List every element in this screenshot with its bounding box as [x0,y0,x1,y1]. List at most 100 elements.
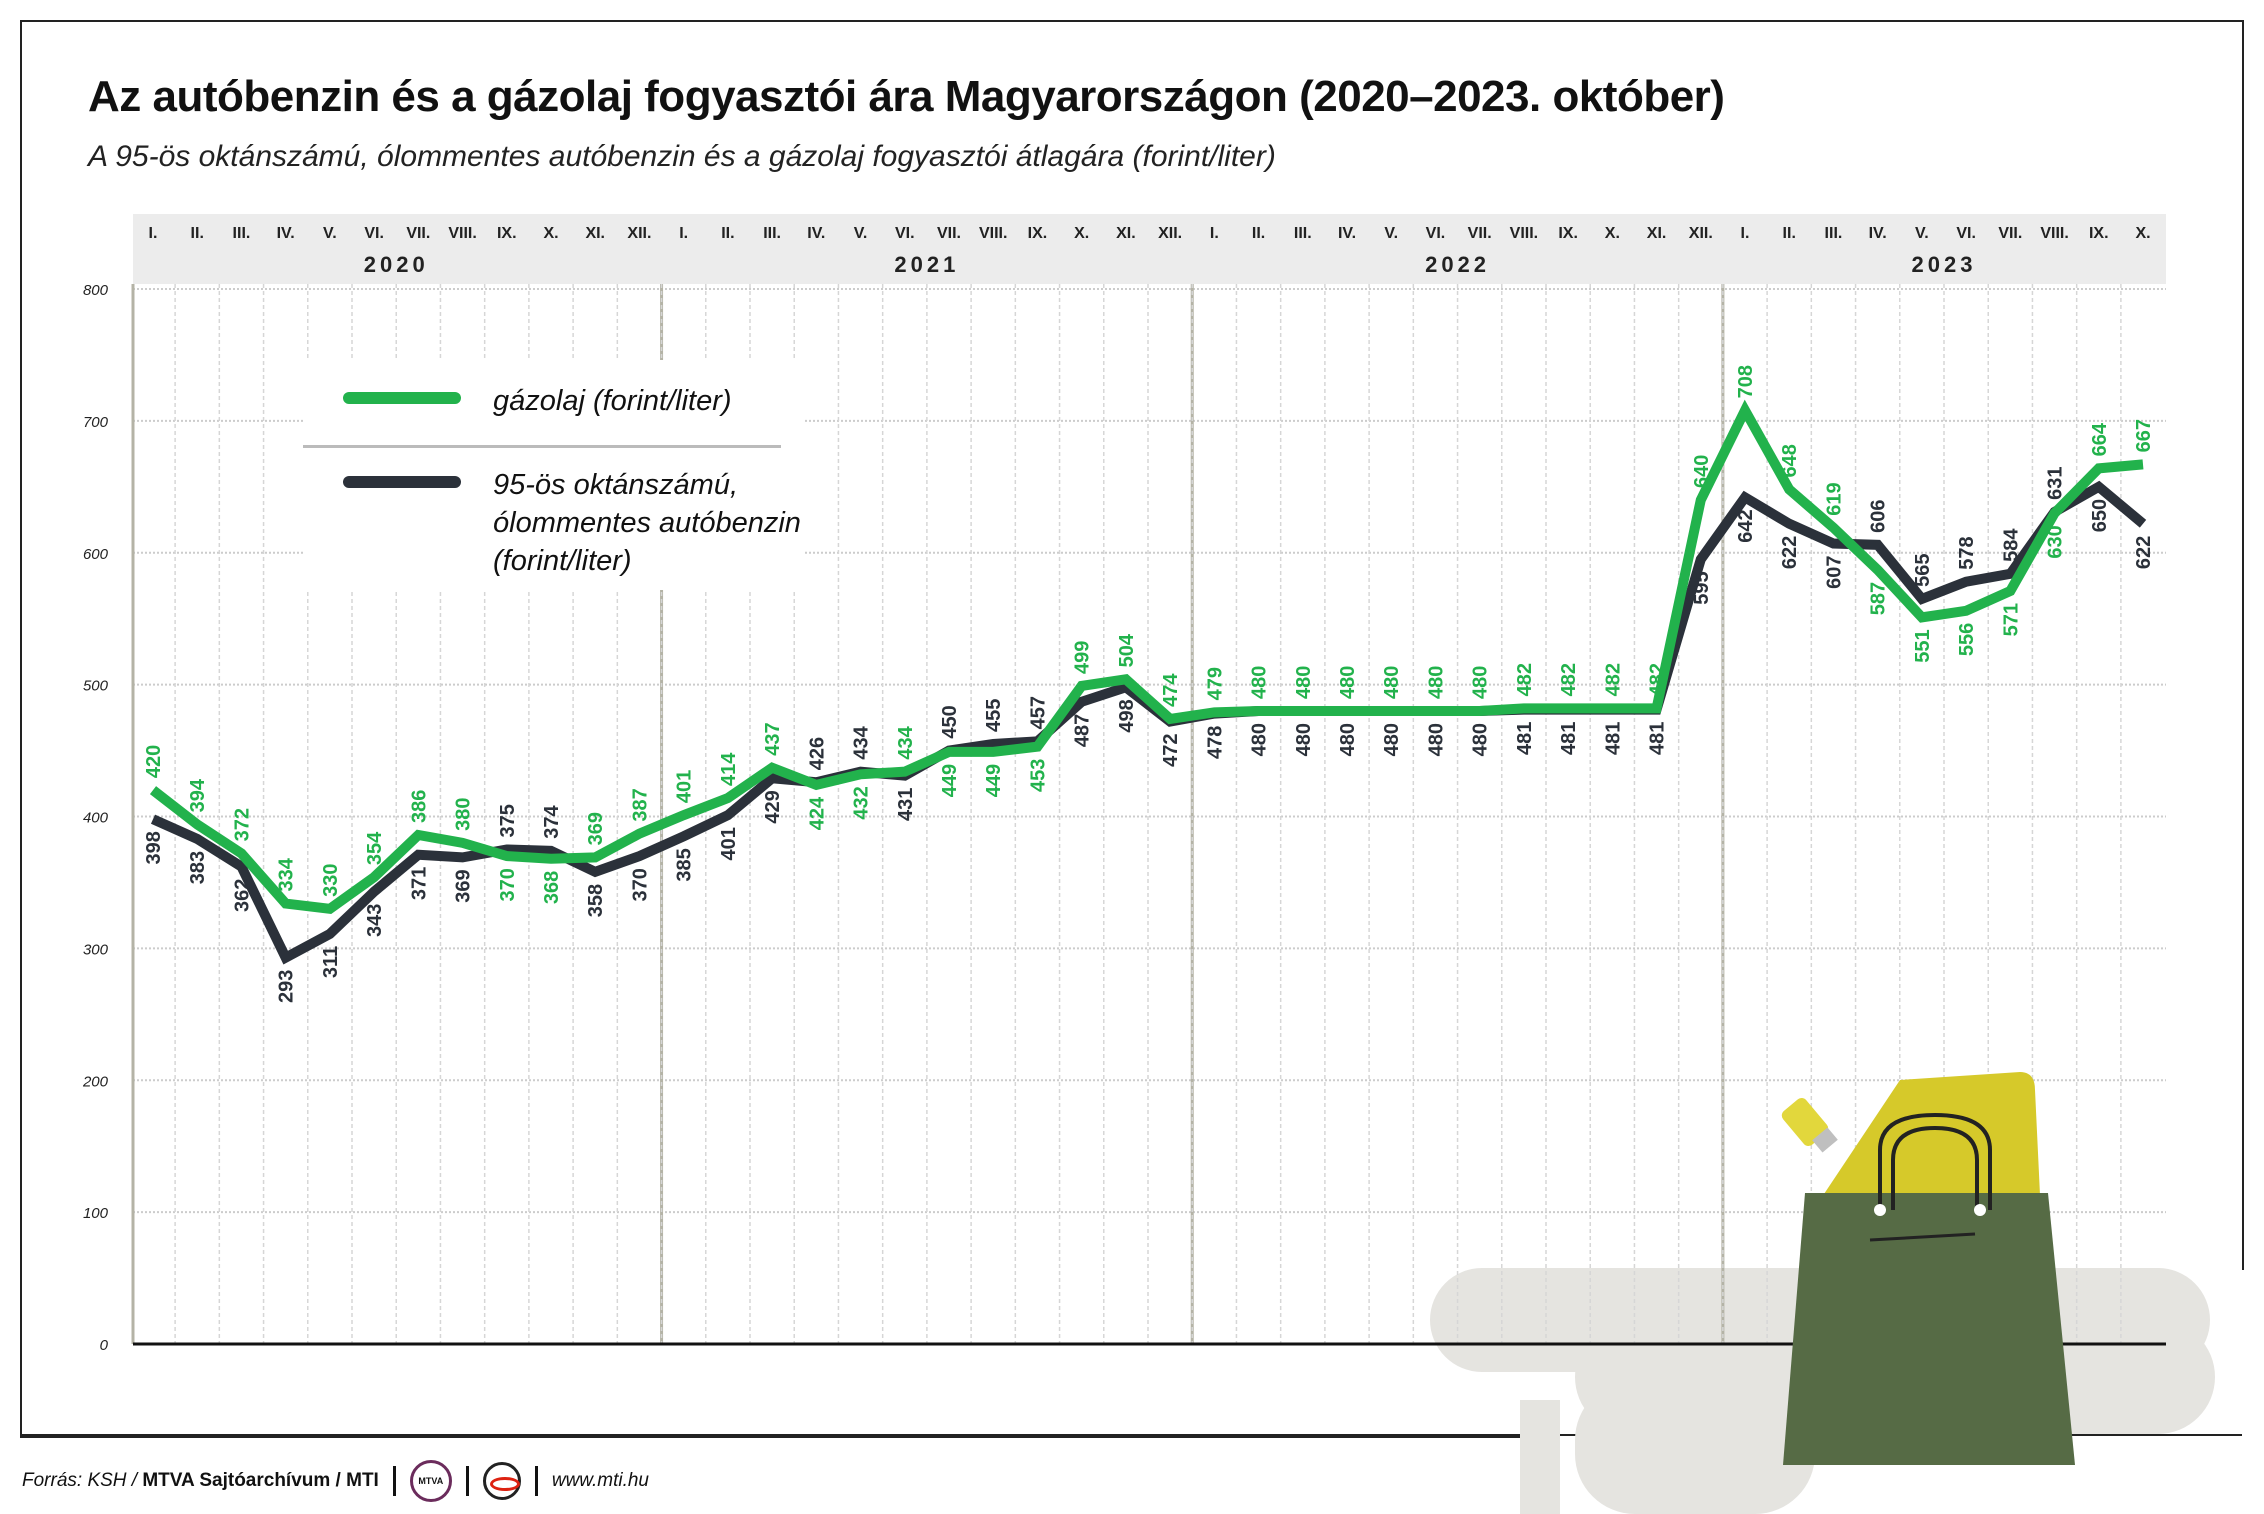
data-label-petrol: 358 [585,884,607,917]
y-tick-label: 200 [82,1073,109,1090]
month-label: VII. [1468,225,1492,242]
month-label: VIII. [448,225,476,242]
data-label-petrol: 374 [541,805,563,839]
year-label: 2022 [1425,252,1490,277]
data-label-diesel: 648 [1779,444,1801,477]
source-prefix: Forrás: KSH / [22,1470,143,1491]
data-label-petrol: 642 [1735,509,1757,542]
month-label: VII. [1998,225,2022,242]
frame [20,20,2242,1436]
month-label: XI. [585,225,605,242]
data-label-petrol: 450 [939,705,961,738]
data-label-petrol: 481 [1602,722,1624,755]
data-label-diesel: 432 [851,786,873,819]
data-label-diesel: 551 [1912,629,1934,662]
series-line-diesel [149,399,2144,915]
data-label-diesel: 414 [718,752,740,786]
legend-divider [303,445,781,448]
data-label-petrol: 565 [1912,554,1934,587]
data-label-petrol: 607 [1823,556,1845,589]
chart-subtitle: A 95-ös oktánszámú, ólommentes autóbenzi… [88,140,1276,173]
data-label-petrol: 401 [718,827,740,860]
data-label-petrol: 343 [364,904,386,937]
month-label: II. [721,225,734,242]
data-label-petrol: 472 [1160,734,1182,767]
month-label: XII. [1158,225,1182,242]
data-label-diesel: 334 [276,857,298,891]
data-label-petrol: 481 [1514,722,1536,755]
y-tick-label: 600 [83,546,109,563]
footer: Forrás: KSH / MTVA Sajtóarchívum / MTI M… [22,1460,649,1502]
month-label: IV. [807,225,825,242]
data-label-petrol: 622 [1779,536,1801,569]
month-label: VIII. [1510,225,1538,242]
data-label-diesel: 437 [762,722,784,755]
month-label: IX. [1028,225,1048,242]
month-label: IX. [2089,225,2109,242]
data-label-petrol: 383 [187,851,209,884]
chart-title: Az autóbenzin és a gázolaj fogyasztói ár… [88,72,1725,121]
month-label: III. [1825,225,1843,242]
month-label: II. [191,225,204,242]
data-label-diesel: 556 [1956,623,1978,656]
data-label-petrol: 431 [895,788,917,821]
data-label-petrol: 631 [2045,466,2067,499]
month-label: VII. [937,225,961,242]
data-label-petrol: 375 [497,804,519,837]
data-label-petrol: 457 [1027,696,1049,729]
month-label: VI. [895,225,915,242]
legend-label-diesel: gázolaj (forint/liter) [493,385,732,417]
month-label: XI. [1116,225,1136,242]
y-tick-label: 300 [83,941,109,958]
month-label: II. [1252,225,1265,242]
data-label-diesel: 619 [1823,482,1845,515]
data-label-diesel: 571 [2000,603,2022,636]
data-label-petrol: 595 [1691,571,1713,604]
data-label-petrol: 370 [629,868,651,901]
data-label-diesel: 504 [1116,633,1138,667]
data-label-diesel: 479 [1204,667,1226,700]
month-label: III. [763,225,781,242]
month-label: I. [1210,225,1219,242]
month-label: I. [679,225,688,242]
url-link[interactable]: www.mti.hu [551,1470,649,1491]
mti-logo-icon [482,1462,521,1500]
source-text: Forrás: KSH / MTVA Sajtóarchívum / MTI [22,1470,379,1492]
data-label-petrol: 293 [276,970,298,1003]
month-label: XII. [1689,225,1713,242]
data-label-petrol: 487 [1072,714,1094,747]
data-label-diesel: 372 [231,808,253,841]
month-label: X. [2135,225,2150,242]
month-label: III. [233,225,251,242]
month-label: V. [1915,225,1929,242]
year-label: 2023 [1912,252,1977,277]
separator [534,1466,538,1496]
legend-label-petrol: 95-ös oktánszámú, ólommentes autóbenzin … [493,466,801,580]
data-label-petrol: 478 [1204,726,1226,759]
y-tick-label: 700 [83,414,109,431]
data-label-diesel: 394 [187,778,209,812]
data-label-petrol: 426 [806,737,828,770]
data-label-petrol: 481 [1647,722,1669,755]
data-label-diesel: 664 [2089,422,2111,456]
data-label-diesel: 420 [143,745,165,778]
data-label-diesel: 369 [585,812,607,845]
month-label: I. [1741,225,1750,242]
data-label-petrol: 429 [762,790,784,823]
data-label-diesel: 380 [453,798,475,831]
y-tick-label: 500 [83,678,109,695]
month-label: VIII. [2040,225,2068,242]
month-label: VI. [364,225,384,242]
data-label-petrol: 498 [1116,699,1138,732]
data-label-diesel: 480 [1381,666,1403,699]
data-label-petrol: 480 [1425,723,1447,756]
data-label-diesel: 708 [1735,365,1757,398]
month-label: III. [1294,225,1312,242]
data-label-diesel: 630 [2045,525,2067,558]
legend-petrol-line-1: 95-ös oktánszámú, [493,469,739,501]
data-label-petrol: 584 [2000,528,2022,562]
y-tick-label: 100 [83,1205,109,1222]
data-label-diesel: 368 [541,871,563,904]
data-label-diesel: 453 [1027,759,1049,792]
